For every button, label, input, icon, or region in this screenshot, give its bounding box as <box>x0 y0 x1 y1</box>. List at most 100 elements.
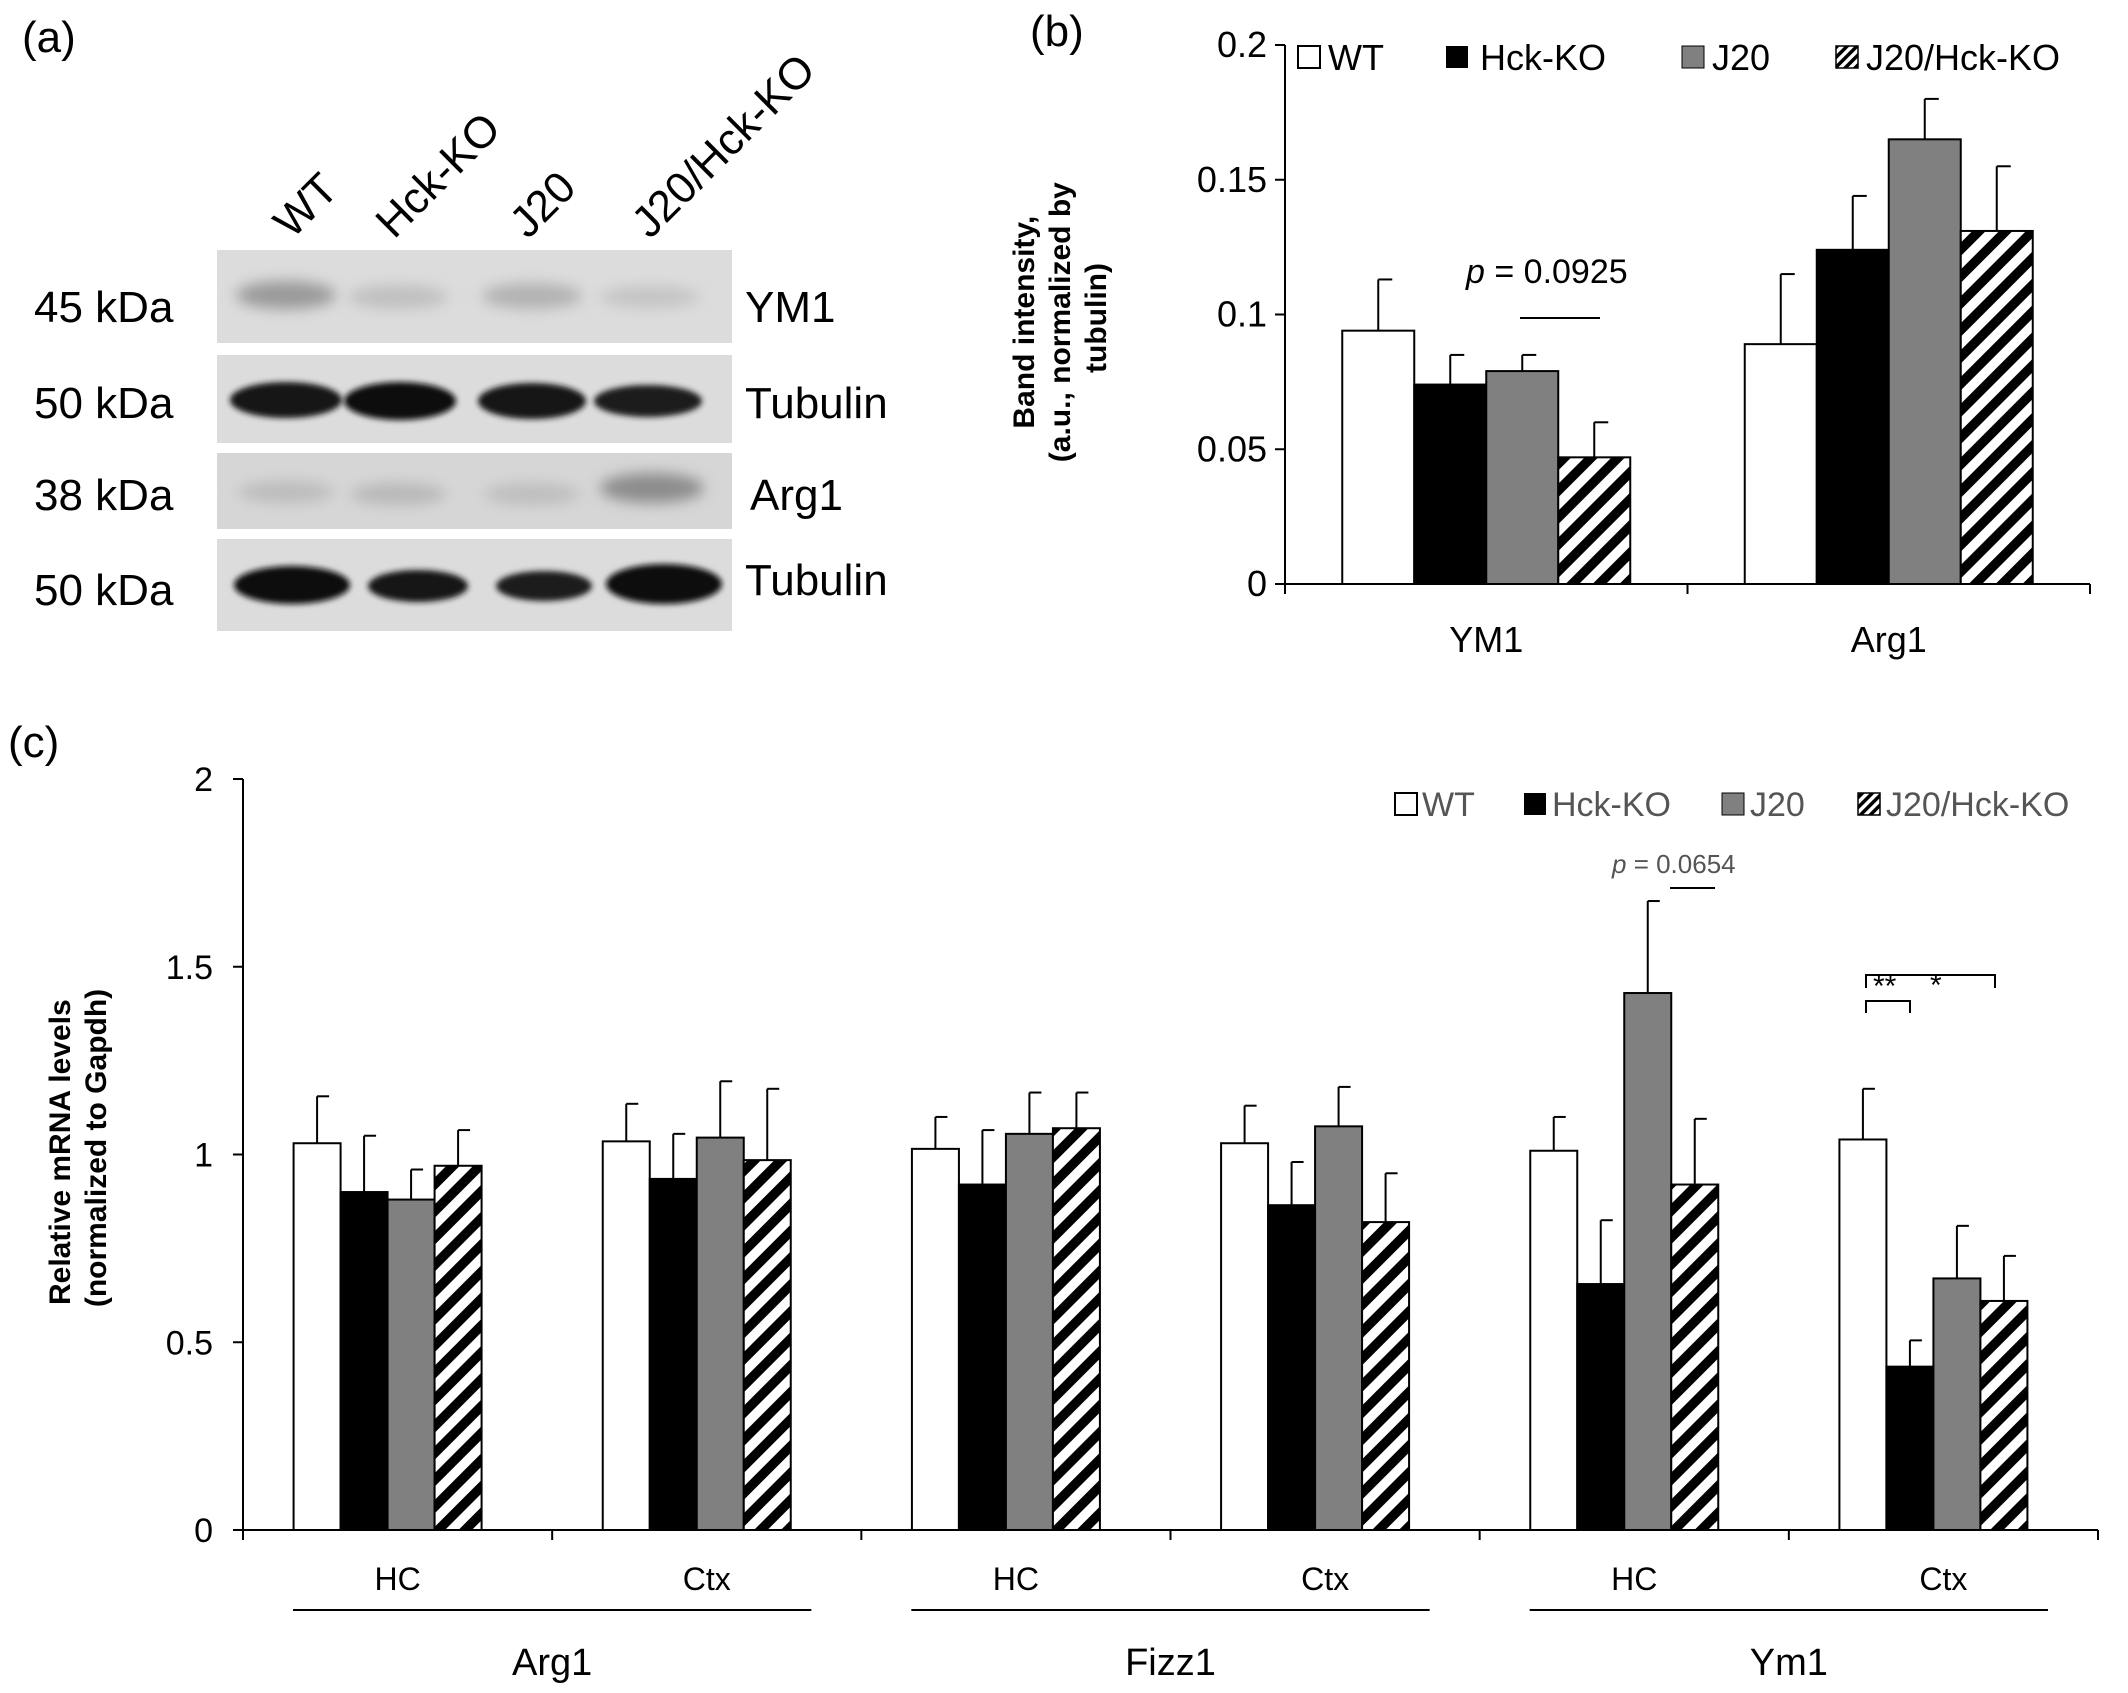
panel-c-bar-fizz1-ctx-wt <box>1220 1142 1270 1531</box>
panel-b-y-axis-title: Band intensity, (a.u., normalized by tub… <box>1008 174 1113 462</box>
panel-b-x-tick-label-ym1: YM1 <box>1449 619 1523 660</box>
panel-b: (b) Band intensity, (a.u., normalized by… <box>1008 7 2091 660</box>
panel-b-bar-arg1-j20 <box>1887 138 1962 585</box>
panel-c-bar-arg1-hc-wt <box>292 1142 342 1531</box>
panel-c-bar-fizz1-ctx-hck-ko <box>1267 1204 1317 1531</box>
panel-c-sig-double: ** <box>1873 970 1897 1003</box>
panel-c-bar-ym1-hc-j20-hck-ko <box>1670 1183 1720 1532</box>
legend-label-wt: WT <box>1328 37 1384 78</box>
legend-label-j20: J20 <box>1712 37 1770 78</box>
panel-c-subgroup-label-fizz1-ctx: Ctx <box>1301 1561 1349 1597</box>
panel-c-sig-single: * <box>1930 969 1942 1002</box>
panel-c-group-label-ym1: Ym1 <box>1750 1642 1828 1684</box>
panel-b-bar-ym1-wt <box>1341 329 1416 586</box>
panel-b-y-tick-label: 0.1 <box>1217 294 1267 335</box>
panel-c-bar-fizz1-hc-j20 <box>1004 1132 1054 1532</box>
panel-c-y-axis-title-line-1: Relative mRNA levels <box>44 999 77 1305</box>
legend-label-j20-hck-ko: J20/Hck-KO <box>1866 37 2060 78</box>
panel-b-p-italic: p <box>1465 253 1485 291</box>
panel-c-bar-ym1-ctx-hck-ko <box>1885 1365 1935 1531</box>
panel-b-p-value: p = 0.0925 <box>1465 253 1628 291</box>
panel-b-y-tick-label: 0.05 <box>1197 428 1267 469</box>
panel-b-bar-arg1-hck-ko <box>1815 248 1890 585</box>
panel-c-y-tick-label: 0 <box>194 1512 213 1550</box>
legend-swatch-j20-hck-ko <box>1835 45 1859 69</box>
panel-c-p-italic: p <box>1611 849 1626 879</box>
legend-swatch-j20 <box>1681 45 1705 69</box>
panel-c-bar-arg1-ctx-j20 <box>695 1136 745 1532</box>
panel-b-p-text: = 0.0925 <box>1485 253 1628 291</box>
panel-b-bar-arg1-j20-hck-ko <box>1959 229 2034 586</box>
panel-c-bar-arg1-hc-j20-hck-ko <box>433 1164 483 1531</box>
panel-b-bar-arg1-wt <box>1743 343 1818 585</box>
protein-label-tubulin-1: Tubulin <box>745 379 888 428</box>
kda-label-4: 50 kDa <box>34 566 174 615</box>
panel-c-legend: WT Hck-KO J20 J20/Hck-KO <box>1394 786 2069 824</box>
panel-c-group-label-fizz1: Fizz1 <box>1125 1642 1216 1684</box>
panel-a: (a) WT Hck-KO J20 J20/Hck-KO <box>22 13 888 631</box>
panel-c-subgroup-label-ym1-ctx: Ctx <box>1919 1561 1967 1597</box>
panel-c-y-tick-label: 0.5 <box>166 1324 213 1362</box>
panel-c-bar-arg1-ctx-hck-ko <box>648 1177 698 1531</box>
panel-c-bar-arg1-hc-hck-ko <box>339 1191 389 1532</box>
kda-label-1: 45 kDa <box>34 283 174 332</box>
lane-label-j20: J20 <box>500 162 585 247</box>
panel-c-subgroup-label-fizz1-hc: HC <box>993 1561 1039 1597</box>
panel-c-bar-fizz1-ctx-j20 <box>1314 1125 1364 1532</box>
panel-c-bar-ym1-ctx-j20-hck-ko <box>1979 1299 2029 1531</box>
panel-c-subgroup-label-arg1-hc: HC <box>374 1561 420 1597</box>
blot-strip-tubulin-2 <box>217 539 732 631</box>
panel-c-y-tick-label: 2 <box>194 761 213 799</box>
panel-c-bar-fizz1-hc-hck-ko <box>957 1183 1007 1532</box>
panel-b-y-axis-title-line-2: (a.u., normalized by <box>1044 182 1077 462</box>
panel-b-annotation: p = 0.0925 <box>1465 253 1628 319</box>
protein-label-tubulin-2: Tubulin <box>745 556 888 605</box>
kda-label-3: 38 kDa <box>34 471 174 520</box>
blot-strip-arg1 <box>217 453 732 529</box>
legend-label-hck-ko: Hck-KO <box>1480 37 1606 78</box>
blot-strip-ym1 <box>217 250 732 343</box>
panel-c-p-value: p = 0.0654 <box>1611 849 1736 879</box>
legend-c-swatch-j20 <box>1721 792 1745 816</box>
panel-b-x-tick-label-arg1: Arg1 <box>1851 619 1927 660</box>
panel-b-legend: WT Hck-KO J20 J20/Hck-KO <box>1297 37 2060 78</box>
panel-c-group-label-arg1: Arg1 <box>512 1642 592 1684</box>
legend-c-label-j20-hck-ko: J20/Hck-KO <box>1886 786 2069 824</box>
panel-c-y-axis-title-line-2: (normalized to Gapdh) <box>80 989 113 1307</box>
legend-swatch-wt <box>1297 45 1321 69</box>
legend-c-label-j20: J20 <box>1750 786 1805 824</box>
panel-c-bar-ym1-hc-j20 <box>1623 992 1673 1531</box>
panel-c-bar-fizz1-hc-j20-hck-ko <box>1051 1127 1101 1531</box>
panel-c-label: (c) <box>8 718 59 767</box>
panel-c-p-text: = 0.0654 <box>1626 849 1735 879</box>
panel-c-bars <box>292 900 2029 1532</box>
panel-c: (c) Relative mRNA levels (normalized to … <box>8 718 2099 1684</box>
legend-swatch-hck-ko <box>1446 46 1468 68</box>
panel-b-bar-ym1-j20 <box>1485 370 1560 585</box>
panel-c-bar-ym1-ctx-j20 <box>1932 1277 1982 1532</box>
legend-c-label-wt: WT <box>1422 786 1475 824</box>
panel-c-bar-fizz1-ctx-j20-hck-ko <box>1361 1221 1411 1531</box>
panel-c-bar-arg1-ctx-wt <box>601 1140 651 1532</box>
panel-b-bar-ym1-j20-hck-ko <box>1557 456 1632 585</box>
legend-c-swatch-hck-ko <box>1524 793 1546 815</box>
lane-label-j20-hck-ko: J20/Hck-KO <box>622 45 824 247</box>
lane-label-hck-ko: Hck-KO <box>366 104 510 248</box>
panel-b-label: (b) <box>1030 7 1084 56</box>
legend-c-swatch-j20-hck-ko <box>1857 792 1881 816</box>
lane-label-wt: WT <box>264 164 347 247</box>
legend-c-swatch-wt <box>1394 792 1418 816</box>
panel-c-bar-ym1-hc-hck-ko <box>1576 1283 1626 1531</box>
panel-c-bar-arg1-ctx-j20-hck-ko <box>742 1159 792 1531</box>
panel-b-bar-ym1-hck-ko <box>1413 383 1488 585</box>
panel-b-y-tick-label: 0.2 <box>1217 24 1267 65</box>
panel-b-y-axis-title-line-3: tubulin) <box>1080 263 1113 373</box>
panel-c-y-tick-label: 1.5 <box>166 949 213 987</box>
panel-c-subgroup-label-ym1-hc: HC <box>1611 1561 1657 1597</box>
panel-c-bar-arg1-hc-j20 <box>386 1198 436 1532</box>
panel-c-y-axis-title: Relative mRNA levels (normalized to Gapd… <box>44 989 113 1307</box>
panel-b-y-axis-title-line-1: Band intensity, <box>1008 216 1041 429</box>
legend-c-label-hck-ko: Hck-KO <box>1552 786 1671 824</box>
panel-c-y-tick-label: 1 <box>194 1137 213 1175</box>
